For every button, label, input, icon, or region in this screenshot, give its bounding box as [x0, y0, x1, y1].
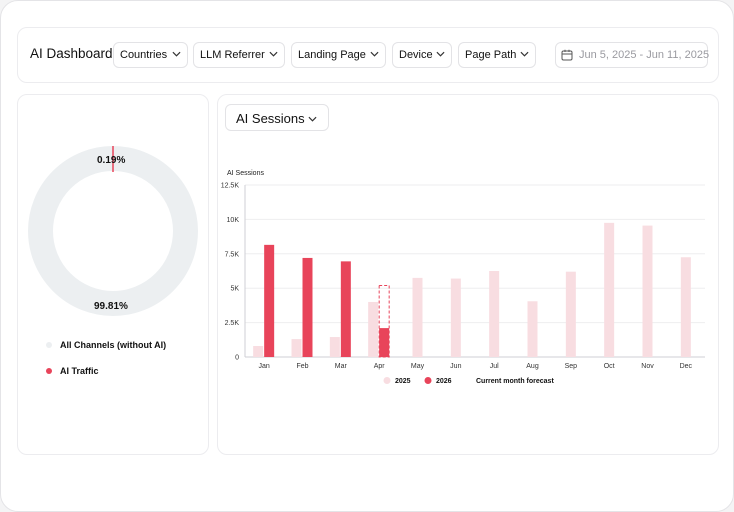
other-share-label: 99.81% [94, 301, 128, 312]
x-tick-label: Feb [296, 363, 308, 370]
bar-2025-jun [450, 278, 461, 357]
llm-referrer-filter[interactable]: LLM Referrer [193, 42, 285, 68]
bar-2026-mar [340, 261, 351, 357]
bar-2025-mar [329, 337, 340, 357]
filter-toolbar: AI Dashboard Countries LLM Referrer Land… [17, 27, 719, 83]
legend-ai-traffic[interactable]: AI Traffic [46, 366, 99, 376]
calendar-icon [561, 49, 573, 61]
landing-page-filter[interactable]: Landing Page [291, 42, 386, 68]
y-tick-label: 10K [227, 217, 240, 224]
y-axis-title: AI Sessions [227, 170, 264, 177]
ai-sessions-bar-chart: AI Sessions 0 2.5K 5K 7.5K 10K 12.5K Jan Feb Mar A… [221, 170, 705, 385]
chevron-down-icon [269, 51, 278, 57]
countries-filter-label: Countries [120, 49, 168, 61]
y-tick-label: 2.5K [225, 320, 240, 327]
legend-label-forecast: Current month forecast [476, 378, 554, 385]
bar-2025-feb [291, 339, 302, 357]
legend-label: All Channels (without AI) [60, 340, 167, 350]
metric-selector[interactable]: AI Sessions [225, 104, 329, 131]
bar-2025-jan [253, 345, 264, 357]
donut-other-segment [28, 146, 198, 316]
traffic-share-card: 0.19% 99.81% All Channels (without AI) A… [17, 94, 209, 455]
x-tick-label: Aug [526, 363, 539, 370]
date-range-picker[interactable]: Jun 5, 2025 - Jun 11, 2025 [555, 42, 710, 68]
legend-swatch-2026 [424, 377, 432, 384]
countries-filter[interactable]: Countries [113, 42, 188, 68]
chevron-down-icon [172, 51, 181, 57]
page-path-filter-label: Page Path [465, 49, 517, 61]
legend-label: AI Traffic [60, 366, 99, 376]
bar-2025-may [412, 277, 423, 357]
llm-referrer-filter-label: LLM Referrer [200, 49, 265, 61]
bar-2025-nov [642, 225, 653, 357]
x-tick-label: Apr [374, 363, 386, 370]
bar-2025-aug [527, 301, 538, 357]
y-tick-label: 12.5K [221, 183, 240, 190]
x-tick-label: Nov [641, 363, 654, 370]
chevron-down-icon [436, 51, 445, 57]
bar-2025-sep [565, 271, 576, 357]
chevron-down-icon [520, 51, 529, 57]
date-range-text: Jun 5, 2025 - Jun 11, 2025 [579, 49, 710, 61]
ai-share-label: 0.19% [97, 155, 126, 166]
landing-page-filter-label: Landing Page [298, 49, 366, 61]
dashboard-title: AI Dashboard [30, 46, 113, 61]
bar-2026-apr [379, 328, 390, 357]
bar-2025-dec [680, 257, 691, 357]
x-tick-label: Oct [604, 363, 615, 370]
x-tick-label: Jul [490, 363, 499, 370]
chart-area: AI Sessions 0 2.5K 5K 7.5K 10K 12.5K Jan Feb Mar A… [218, 157, 718, 397]
bar-2025-apr [368, 301, 379, 357]
sessions-chart-card: AI Sessions AI Sessions 0 2.5K 5K 7.5K 10K 12.… [217, 94, 719, 455]
device-filter[interactable]: Device [392, 42, 452, 68]
device-filter-label: Device [399, 49, 433, 61]
metric-selector-label: AI Sessions [236, 111, 305, 126]
x-tick-label: Jan [259, 363, 270, 370]
legend-all-channels[interactable]: All Channels (without AI) [46, 340, 166, 350]
legend-label-2025: 2025 [395, 378, 411, 385]
legend-swatch-2025 [383, 377, 391, 384]
page-path-filter[interactable]: Page Path [458, 42, 536, 68]
legend-dot [46, 368, 52, 374]
x-tick-label: Dec [680, 363, 693, 370]
x-tick-label: Sep [565, 363, 578, 370]
y-tick-label: 7.5K [225, 251, 240, 258]
legend-label-2026: 2026 [436, 378, 452, 385]
bar-2025-jul [489, 271, 500, 357]
y-tick-label: 5K [230, 286, 239, 293]
bar-2026-jan [264, 244, 275, 357]
x-tick-label: Mar [335, 363, 348, 370]
legend-dot [46, 342, 52, 348]
chevron-down-icon [308, 116, 317, 122]
bar-2025-oct [604, 222, 615, 357]
x-tick-label: May [411, 363, 425, 370]
chevron-down-icon [370, 51, 379, 57]
y-tick-label: 0 [235, 355, 239, 362]
traffic-donut-chart [28, 146, 198, 316]
bar-2026-feb [302, 257, 313, 357]
x-tick-label: Jun [450, 363, 461, 370]
